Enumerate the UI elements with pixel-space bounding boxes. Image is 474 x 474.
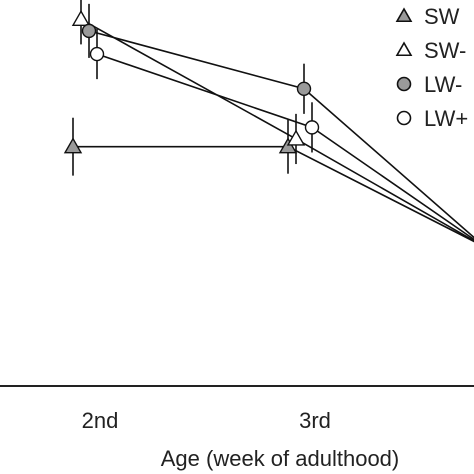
legend-triangle-icon — [395, 41, 413, 57]
data-point-triangle — [63, 137, 83, 154]
data-point-triangle — [71, 9, 91, 26]
data-point-circle — [296, 81, 312, 96]
data-point-triangle — [278, 137, 298, 154]
data-point-circle — [81, 23, 97, 39]
x-tick-label: 2nd — [82, 408, 119, 433]
legend-label: SW- — [424, 38, 466, 63]
data-point-circle — [89, 46, 105, 62]
legend-triangle-icon — [395, 7, 413, 23]
legend-label: LW+ — [424, 106, 468, 131]
x-axis-title: Age (week of adulthood) — [161, 446, 400, 471]
legend-circle-icon — [396, 76, 412, 92]
legend-label: LW- — [424, 72, 462, 97]
legend-circle-icon — [396, 110, 412, 126]
data-point-circle — [304, 120, 320, 135]
x-tick-label: 3rd — [299, 408, 331, 433]
series-line — [88, 30, 474, 239]
series-line — [80, 18, 474, 242]
legend-label: SW — [424, 4, 460, 29]
data-point-triangle — [286, 129, 306, 146]
